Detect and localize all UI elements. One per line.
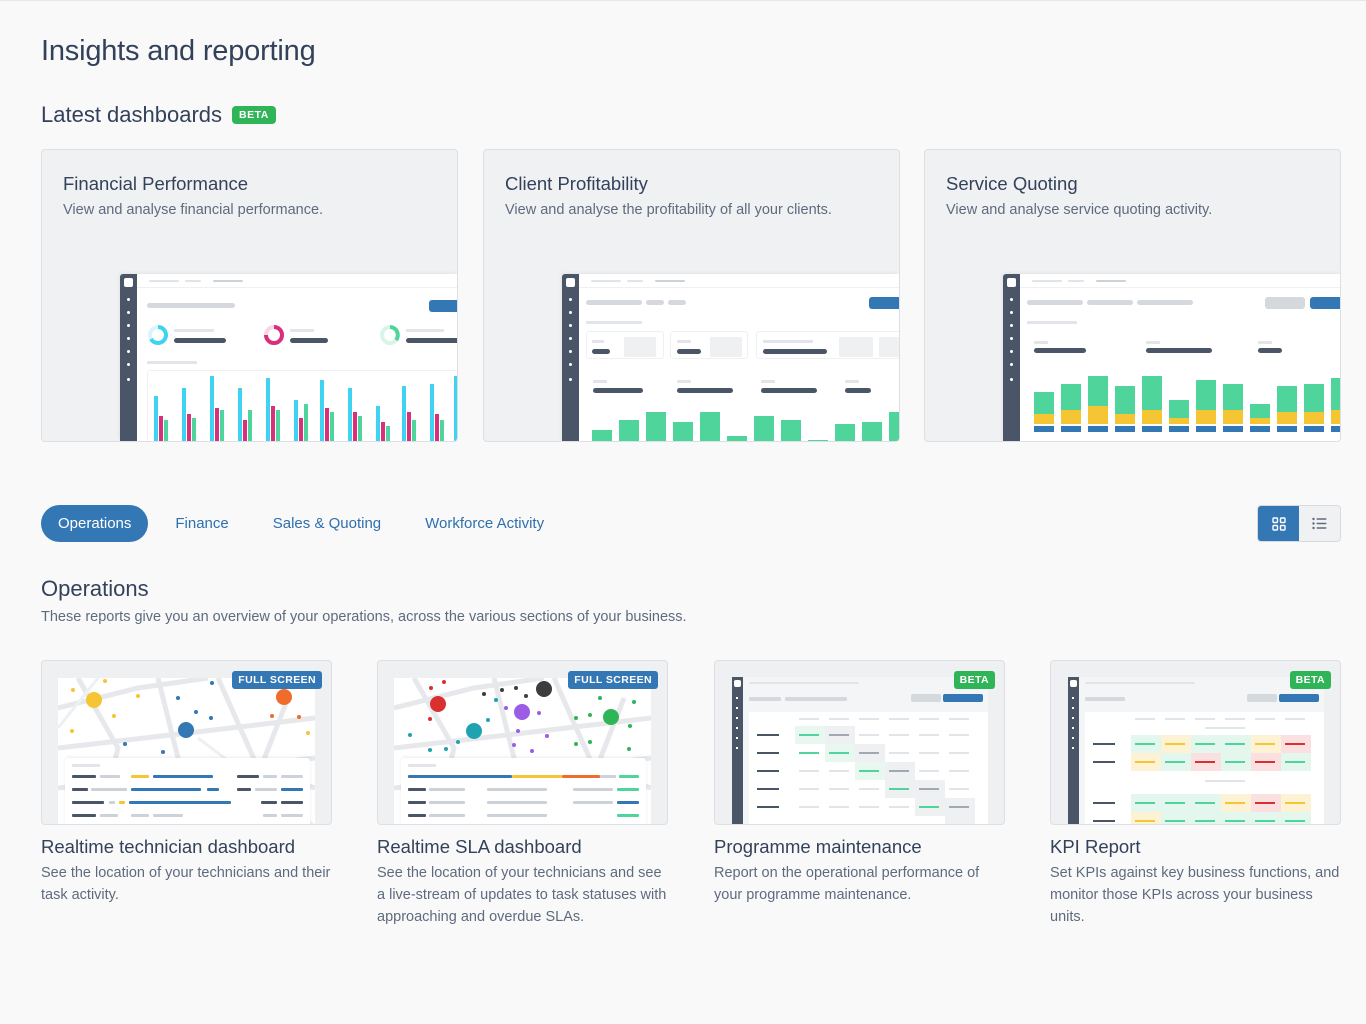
- tab-sales-quoting[interactable]: Sales & Quoting: [272, 515, 382, 532]
- report-title: Programme maintenance: [714, 836, 922, 857]
- report-thumbnail: BETA: [1050, 660, 1341, 825]
- table-preview: [1079, 677, 1324, 824]
- report-desc: Report on the operational performance of…: [714, 865, 980, 903]
- dashboard-preview-image: [120, 274, 457, 441]
- grid-icon: [1271, 516, 1286, 531]
- report-title: Realtime technician dashboard: [41, 836, 296, 857]
- page-title: Insights and reporting: [41, 35, 316, 67]
- report-thumbnail: FULL SCREEN: [377, 660, 668, 825]
- full-screen-badge: FULL SCREEN: [568, 671, 658, 689]
- list-view-button[interactable]: [1299, 506, 1340, 541]
- bar-chart-preview: [154, 376, 457, 441]
- full-screen-badge: FULL SCREEN: [232, 671, 322, 689]
- report-card-realtime-technician[interactable]: FULL SCREEN: [41, 660, 332, 903]
- operations-desc: These reports give you an overview of yo…: [41, 609, 687, 625]
- stacked-bar-chart-preview: [1034, 376, 1340, 432]
- report-title: Realtime SLA dashboard: [377, 836, 582, 857]
- dashboard-card-desc: View and analyse service quoting activit…: [946, 202, 1213, 218]
- dashboard-preview-image: [562, 274, 899, 441]
- dashboard-card-desc: View and analyse financial performance.: [63, 202, 324, 218]
- grid-view-button[interactable]: [1258, 506, 1299, 541]
- list-preview: [401, 758, 646, 824]
- report-title: KPI Report: [1050, 836, 1141, 857]
- bar-chart-preview: [592, 412, 899, 441]
- dashboard-card-client-profitability[interactable]: Client Profitability View and analyse th…: [483, 149, 900, 442]
- view-toggle: [1257, 505, 1341, 542]
- dashboard-card-service-quoting[interactable]: Service Quoting View and analyse service…: [924, 149, 1341, 442]
- tab-finance[interactable]: Finance: [175, 515, 229, 532]
- dashboard-card-title: Client Profitability: [505, 173, 648, 194]
- report-desc: Set KPIs against key business functions,…: [1050, 865, 1340, 925]
- list-preview: [65, 758, 310, 824]
- tab-workforce-activity[interactable]: Workforce Activity: [425, 515, 545, 532]
- dashboard-card-title: Service Quoting: [946, 173, 1078, 194]
- report-card-kpi-report[interactable]: BETA: [1050, 660, 1341, 925]
- dashboard-card-title: Financial Performance: [63, 173, 249, 194]
- list-icon: [1312, 517, 1327, 530]
- dashboard-preview-image: [1003, 274, 1340, 441]
- beta-badge: BETA: [953, 671, 995, 689]
- beta-badge: BETA: [1289, 671, 1331, 689]
- report-desc: See the location of your technicians and…: [377, 865, 667, 925]
- report-card-programme-maintenance[interactable]: BETA: [714, 660, 1005, 903]
- beta-badge: BETA: [232, 106, 276, 124]
- report-card-realtime-sla[interactable]: FULL SCREEN: [377, 660, 668, 925]
- tab-operations[interactable]: Operations: [41, 505, 149, 542]
- report-thumbnail: BETA: [714, 660, 1005, 825]
- category-tabs: Operations Finance Sales & Quoting Workf…: [41, 505, 571, 542]
- operations-title: Operations: [41, 576, 149, 601]
- latest-dashboards-title: Latest dashboards: [41, 102, 223, 127]
- dashboard-card-financial-performance[interactable]: Financial Performance View and analyse f…: [41, 149, 458, 442]
- report-thumbnail: FULL SCREEN: [41, 660, 332, 825]
- report-desc: See the location of your technicians and…: [41, 865, 331, 903]
- table-preview: [743, 677, 988, 824]
- latest-dashboards-header: Latest dashboards BETA: [41, 102, 276, 128]
- dashboard-card-desc: View and analyse the profitability of al…: [505, 202, 832, 218]
